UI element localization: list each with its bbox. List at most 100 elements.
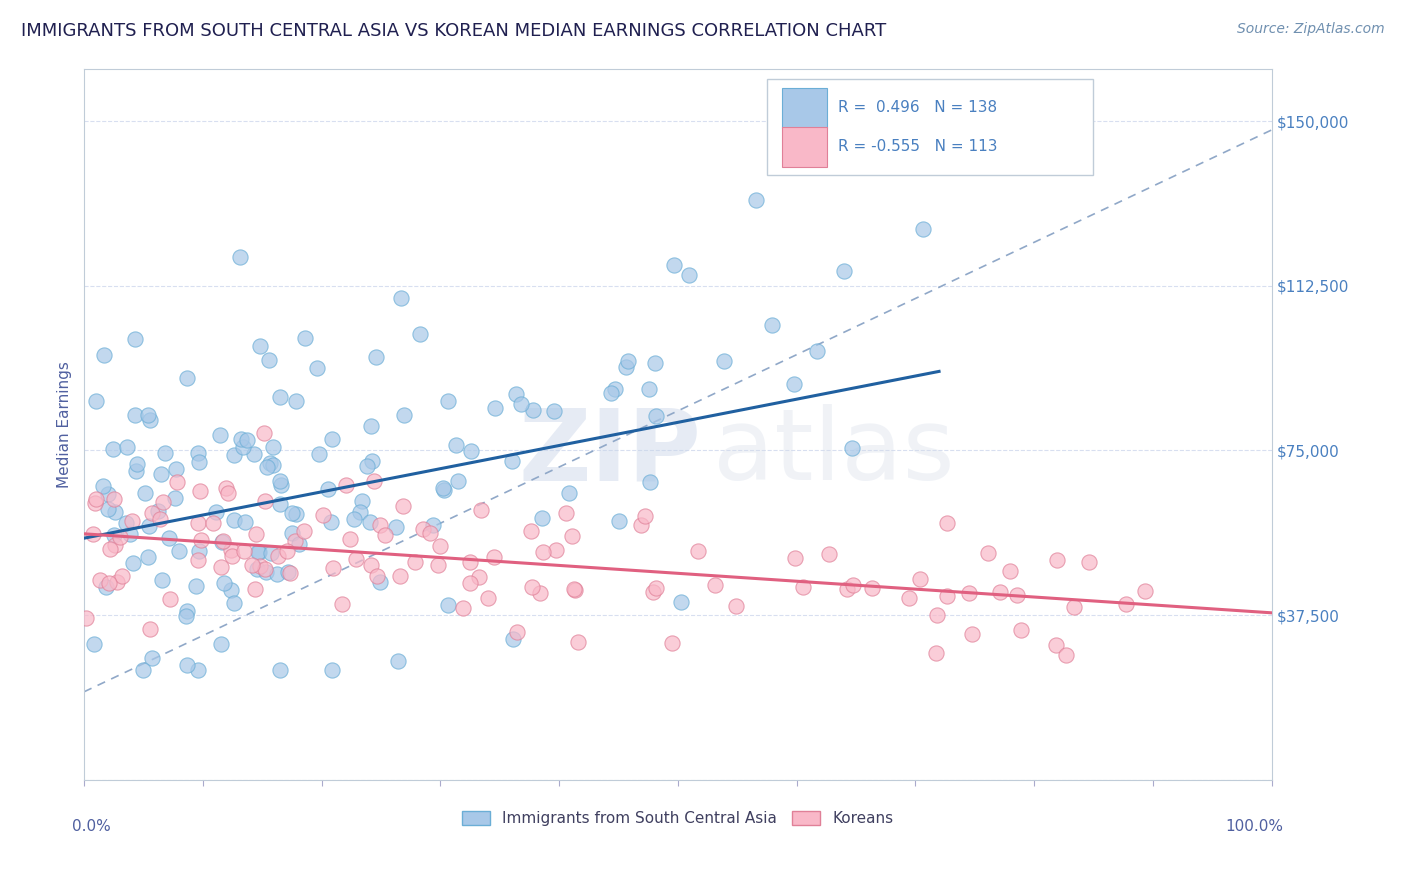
Point xyxy=(370,575,392,590)
Point xyxy=(115,516,138,531)
Point xyxy=(630,517,652,532)
Point xyxy=(520,524,543,539)
Point xyxy=(671,594,693,608)
Point xyxy=(544,543,567,558)
Point xyxy=(222,596,245,610)
Point xyxy=(806,343,828,358)
Point xyxy=(211,534,233,549)
Point xyxy=(343,512,366,526)
Point xyxy=(132,663,155,677)
Point xyxy=(322,561,344,575)
Point xyxy=(212,533,235,548)
Point xyxy=(82,526,104,541)
Point xyxy=(209,637,232,651)
Point xyxy=(115,440,138,454)
Point xyxy=(662,258,685,272)
Point xyxy=(363,474,385,488)
Point xyxy=(529,586,551,600)
Text: 100.0%: 100.0% xyxy=(1226,819,1284,834)
Point xyxy=(285,507,308,521)
Point xyxy=(360,558,382,572)
Point xyxy=(89,573,111,587)
Point xyxy=(501,453,523,467)
Point xyxy=(269,474,291,488)
Point xyxy=(477,591,499,606)
Point xyxy=(224,513,246,527)
Point xyxy=(232,440,254,454)
Point xyxy=(219,543,242,558)
Point xyxy=(111,568,134,582)
Point xyxy=(167,544,190,558)
Point xyxy=(561,529,583,543)
Point xyxy=(104,505,127,519)
Point xyxy=(138,519,160,533)
Point xyxy=(312,508,335,522)
Point xyxy=(236,433,259,447)
Point xyxy=(460,444,482,458)
FancyBboxPatch shape xyxy=(766,79,1094,175)
Point xyxy=(530,511,553,525)
Point xyxy=(97,501,120,516)
Point xyxy=(176,604,198,618)
Point xyxy=(266,567,288,582)
Point xyxy=(782,376,804,391)
Point xyxy=(269,390,291,404)
Point xyxy=(724,599,747,614)
Point xyxy=(344,551,367,566)
Point xyxy=(221,549,243,564)
Legend: Immigrants from South Central Asia, Koreans: Immigrants from South Central Asia, Kore… xyxy=(457,805,900,832)
Point xyxy=(217,485,239,500)
Point xyxy=(470,503,492,517)
Point xyxy=(644,409,666,423)
Point xyxy=(256,460,278,475)
Point xyxy=(103,491,125,506)
Point xyxy=(75,611,97,625)
Point xyxy=(661,635,683,649)
Point xyxy=(247,545,270,559)
Point xyxy=(259,456,281,470)
Point xyxy=(998,564,1021,578)
Point xyxy=(713,353,735,368)
Point xyxy=(222,448,245,462)
Point xyxy=(1078,555,1101,569)
Point xyxy=(404,555,426,569)
Point xyxy=(555,506,578,520)
Point xyxy=(141,651,163,665)
Point xyxy=(249,559,271,574)
Point xyxy=(616,360,638,375)
Point xyxy=(243,447,266,461)
Point xyxy=(205,505,228,519)
Point xyxy=(253,425,276,440)
Point xyxy=(607,514,630,528)
Point xyxy=(510,397,533,411)
Point xyxy=(94,580,117,594)
Point xyxy=(412,522,434,536)
Point xyxy=(388,568,411,582)
Point xyxy=(374,528,396,542)
Point xyxy=(97,575,120,590)
Point xyxy=(841,441,863,455)
Point xyxy=(176,658,198,673)
Point xyxy=(1133,584,1156,599)
Point xyxy=(360,418,382,433)
Point xyxy=(186,579,208,593)
Point xyxy=(174,609,197,624)
Point xyxy=(330,597,353,611)
Point xyxy=(187,553,209,567)
Point xyxy=(505,386,527,401)
Point xyxy=(146,504,169,518)
Point xyxy=(564,582,586,597)
Point xyxy=(744,194,766,208)
Point xyxy=(139,413,162,427)
Point xyxy=(1010,624,1032,638)
Point xyxy=(458,555,481,569)
Point xyxy=(643,585,665,599)
Point xyxy=(104,537,127,551)
Point xyxy=(1115,597,1137,611)
Point xyxy=(103,528,125,542)
Point xyxy=(422,517,444,532)
Point xyxy=(229,250,252,264)
Point xyxy=(356,459,378,474)
Point xyxy=(484,401,506,415)
Point xyxy=(166,475,188,490)
